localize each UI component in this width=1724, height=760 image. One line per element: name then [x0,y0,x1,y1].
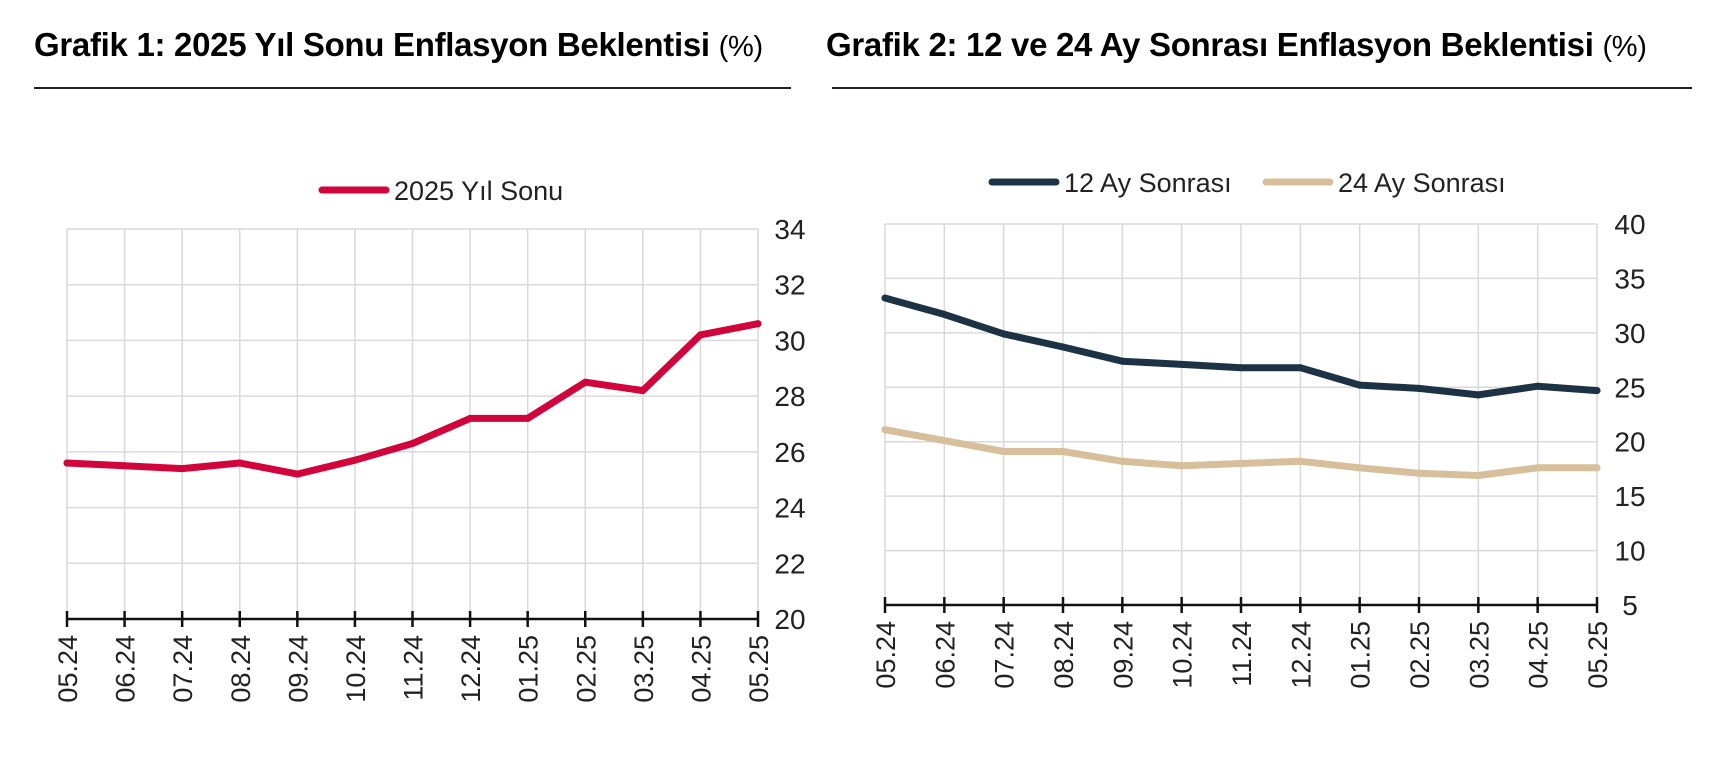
chart-2-data-point [1118,357,1126,365]
chart-1-data-point [639,387,647,395]
chart-2-title: Grafik 2: 12 ve 24 Ay Sonrası Enflasyon … [826,26,1647,63]
chart-1-ytick-label: 30 [774,325,805,356]
chart-1-xtick-label: 07.24 [168,635,198,703]
chart-2-legend-label-1: 12 Ay Sonrası [1064,168,1232,198]
chart-2-data-point [1534,382,1542,390]
chart-1-ytick-label: 22 [774,548,805,579]
chart-2-ytick-label: 20 [1614,427,1645,458]
chart-1-data-point [754,320,762,328]
chart-2-data-point [1356,464,1364,472]
chart-1-data-point [466,414,474,422]
chart-2-data-point [1178,360,1186,368]
chart-2-xtick-label: 01.25 [1346,621,1376,689]
chart-2-data-point [1415,384,1423,392]
chart-2-unit: (%) [1602,31,1647,63]
chart-2-ytick-label: 40 [1614,209,1645,240]
chart-2-xtick-label: 05.24 [871,621,901,689]
chart-1-ytick-label: 20 [774,604,805,635]
chart-2-xtick-label: 09.24 [1108,621,1138,689]
chart-1-xtick-label: 03.25 [629,635,659,703]
chart-2-data-point [1178,462,1186,470]
chart-1-data-point [696,331,704,339]
chart-2-ytick-label: 15 [1614,481,1645,512]
chart-1-data-point [236,459,244,467]
chart-1-xtick-label: 11.24 [399,635,429,701]
chart-2-xtick-label: 08.24 [1049,621,1079,689]
chart-2-data-point [1237,364,1245,372]
chart-1-xtick-label: 08.24 [226,635,256,703]
chart-2-data-point [1000,448,1008,456]
chart-1-unit: (%) [718,31,764,63]
chart-1-data-point [581,378,589,386]
chart-2-data-point [1593,387,1601,395]
chart-1-xtick-label: 02.25 [571,635,601,703]
chart-2-data-point [1474,391,1482,399]
chart-2-data-point [1593,464,1601,472]
chart-1-ytick-label: 32 [774,270,805,301]
chart-1-xtick-label: 05.24 [53,635,83,703]
chart-2-data-point [940,310,948,318]
chart-2-ytick-label: 5 [1622,590,1638,621]
chart-1-xtick-label: 09.24 [283,635,313,703]
chart-2-data-point [1237,459,1245,467]
chart-1-data-point [63,459,71,467]
chart-2-xtick-label: 11.24 [1227,621,1257,687]
chart-2-data-point [1474,471,1482,479]
chart-1-xtick-label: 06.24 [111,635,141,703]
chart-2-data-point [1296,457,1304,465]
chart-1-legend-label-1: 2025 Yıl Sonu [394,176,563,206]
chart-1-xtick-label: 01.25 [514,635,544,703]
chart-2-data-point [1059,343,1067,351]
chart-panel-1: Grafik 1: 2025 Yıl Sonu Enflasyon Beklen… [0,0,806,760]
chart-1-xtick-label: 10.24 [341,635,371,703]
chart-2-ytick-label: 25 [1614,372,1645,403]
chart-2-data-point [881,426,889,434]
chart-2-xtick-label: 02.25 [1405,621,1435,689]
chart-2-xtick-label: 04.25 [1524,621,1554,689]
chart-1-data-point [178,465,186,473]
chart-2-xtick-label: 12.24 [1286,621,1316,689]
chart-2-ytick-label: 10 [1614,536,1645,567]
chart-1-xtick-label: 04.25 [686,635,716,703]
chart-2-legend-label-2: 24 Ay Sonrası [1338,168,1506,198]
chart-2-data-point [1118,457,1126,465]
chart-1-ytick-label: 34 [774,214,805,245]
chart-panel-2: Grafik 2: 12 ve 24 Ay Sonrası Enflasyon … [820,0,1724,760]
chart-2-xtick-label: 05.25 [1583,621,1613,689]
chart-2-ytick-label: 35 [1614,263,1645,294]
chart-1-xtick-label: 12.24 [456,635,486,703]
chart-2-svg: 5 10 15 20 25 30 35 40 05.24 06.24 07.24 08.24 09.24… [871,168,1646,689]
chart-1-data-point [293,470,301,478]
chart-1-title-rule [34,87,791,89]
chart-2-xtick-label: 10.24 [1168,621,1198,689]
chart-2-data-point [1534,464,1542,472]
chart-2-title-rule [832,87,1692,89]
chart-2-xtick-label: 06.24 [930,621,960,689]
chart-2-xtick-label: 03.25 [1464,621,1494,689]
chart-1-title: Grafik 1: 2025 Yıl Sonu Enflasyon Beklen… [34,26,764,63]
chart-2-data-point [1000,330,1008,338]
chart-2-data-point [1296,364,1304,372]
chart-2-data-point [1356,381,1364,389]
chart-1-xtick-label: 05.25 [744,635,774,703]
chart-1-data-point [351,456,359,464]
chart-1-data-point [524,414,532,422]
chart-2-ytick-label: 30 [1614,318,1645,349]
chart-1-ytick-label: 26 [774,437,805,468]
chart-2-data-point [1059,448,1067,456]
chart-2-xtick-label: 07.24 [990,621,1020,689]
chart-1-data-point [121,462,129,470]
chart-1-data-point [409,440,416,447]
chart-1-ytick-label: 28 [774,381,805,412]
chart-2-data-point [940,437,948,445]
chart-2-data-point [881,294,889,302]
chart-1-svg: 20 22 24 26 28 30 32 34 05.24 06.24 07.24 08.24 09.2… [53,176,806,703]
chart-1-ytick-label: 24 [774,493,805,524]
chart-2-data-point [1415,469,1423,477]
